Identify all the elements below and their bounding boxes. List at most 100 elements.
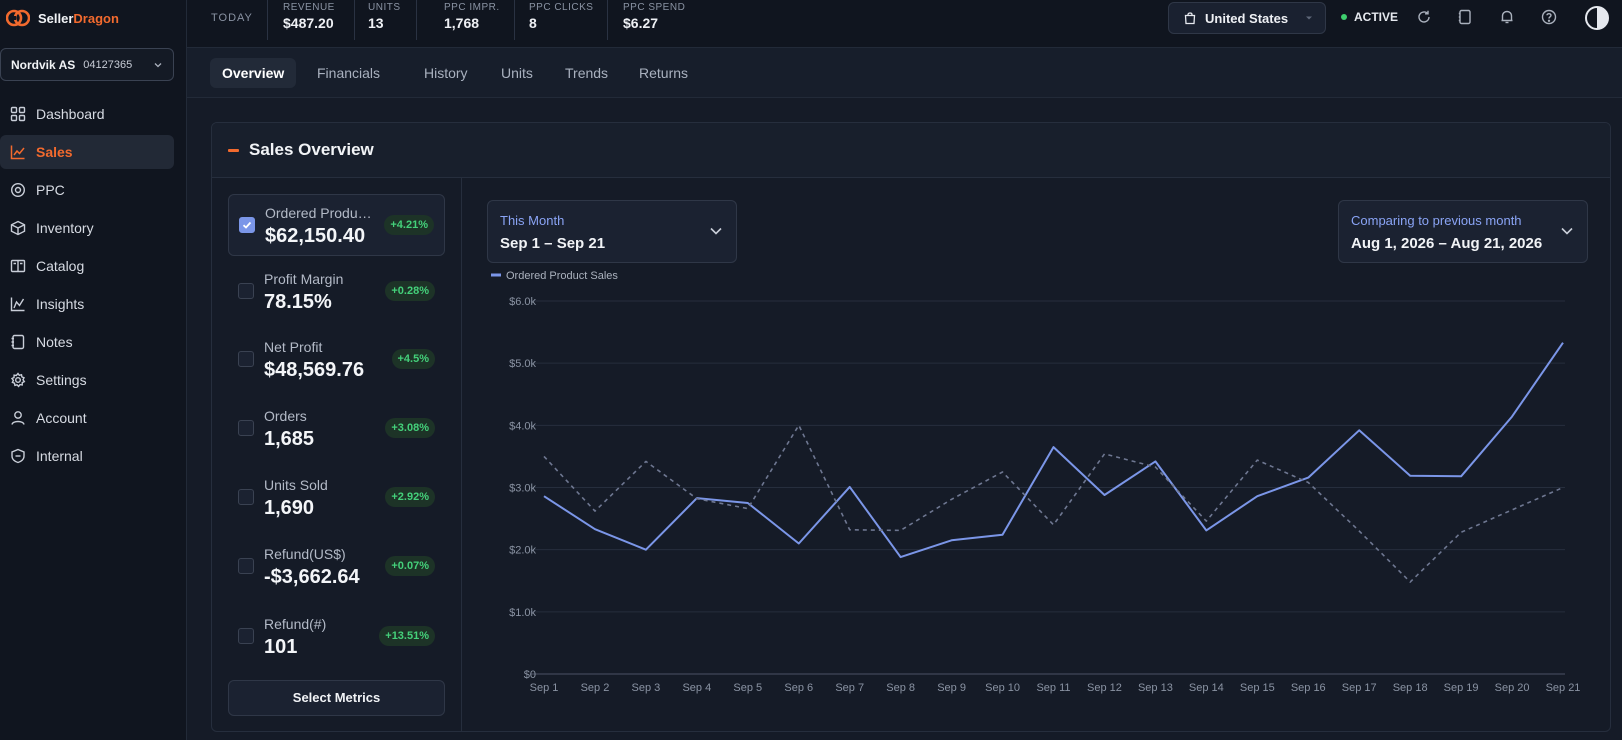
metric-value: 78.15% (264, 291, 332, 313)
sidebar-item-label: Dashboard (36, 106, 105, 122)
metric-checkbox[interactable] (239, 217, 255, 233)
theme-toggle-icon[interactable] (1584, 5, 1610, 31)
stat-value: $6.27 (623, 15, 659, 31)
metric-label: Refund(US$) (264, 546, 346, 562)
tab-bar: Overview Financials History Units Trends… (187, 48, 1622, 98)
sidebar-item-label: Notes (36, 334, 73, 350)
refresh-icon[interactable] (1416, 9, 1432, 25)
metric-checkbox[interactable] (238, 420, 254, 436)
sidebar-item-account[interactable]: Account (0, 401, 174, 435)
app-logo[interactable]: SellerDragon (6, 6, 119, 30)
comparison-range-value: Aug 1, 2026 – Aug 21, 2026 (1351, 235, 1543, 252)
date-range-picker[interactable]: This Month Sep 1 – Sep 21 (487, 200, 737, 263)
metric-net-profit[interactable]: Net Profit $48,569.76 +4.5% (228, 329, 445, 391)
date-range-value: Sep 1 – Sep 21 (500, 235, 606, 252)
tab-units[interactable]: Units (501, 65, 533, 81)
logo-text-accent: Dragon (73, 10, 119, 26)
tab-trends[interactable]: Trends (565, 65, 609, 81)
sidebar-item-catalog[interactable]: Catalog (0, 249, 174, 283)
stat-label: REVENUE (283, 2, 335, 13)
stat-value: 1,768 (444, 15, 480, 31)
comparison-picker[interactable]: Comparing to previous month Aug 1, 2026 … (1338, 200, 1588, 263)
metric-value: $62,150.40 (265, 225, 366, 247)
change-badge: +4.21% (384, 215, 434, 235)
notes-icon (11, 334, 25, 350)
metric-checkbox[interactable] (238, 558, 254, 574)
divider (267, 0, 268, 40)
sidebar-item-settings[interactable]: Settings (0, 363, 174, 397)
metric-profit-margin[interactable]: Profit Margin 78.15% +0.28% (228, 261, 445, 323)
shopping-bag-icon (1184, 12, 1196, 25)
date-period: This Month (500, 213, 565, 228)
metric-label: Refund(#) (264, 616, 327, 632)
sidebar-item-insights[interactable]: Insights (0, 287, 174, 321)
tab-overview[interactable]: Overview (210, 58, 297, 88)
gear-icon (10, 372, 26, 388)
status-text: ACTIVE (1354, 10, 1399, 24)
tab-financials[interactable]: Financials (317, 65, 381, 81)
chevron-down-icon (154, 62, 162, 67)
stat-ppc-spend: PPC SPEND $6.27 (623, 0, 685, 40)
stat-label: PPC IMPR. (444, 2, 500, 13)
stat-value: $487.20 (283, 15, 334, 31)
stat-ppc-impressions: PPC IMPR. 1,768 (444, 0, 500, 40)
stat-value: 13 (368, 15, 384, 31)
sidebar-item-label: Inventory (36, 220, 94, 236)
check-icon (242, 221, 252, 229)
metric-value: 1,685 (264, 428, 315, 450)
help-icon[interactable] (1541, 9, 1557, 25)
metric-label: Ordered Product Sales (265, 205, 377, 221)
card-header[interactable]: Sales Overview (212, 123, 1610, 178)
book-icon (10, 259, 26, 273)
sidebar-nav: Dashboard Sales PPC Inventory Catalog In… (0, 97, 174, 477)
account-selector[interactable]: Nordvik AS 04127365 (0, 48, 174, 81)
metric-label: Orders (264, 408, 307, 424)
metric-refund-count[interactable]: Refund(#) 101 +13.51% (228, 606, 445, 668)
metric-value: 101 (264, 636, 298, 658)
sidebar: SellerDragon Nordvik AS 04127365 Dashboa… (0, 0, 187, 740)
chart-line-icon (10, 145, 25, 160)
tab-history[interactable]: History (424, 65, 468, 81)
sidebar-item-sales[interactable]: Sales (0, 135, 174, 169)
metric-checkbox[interactable] (238, 489, 254, 505)
sidebar-item-label: Insights (36, 296, 85, 312)
country-selector[interactable]: United States (1168, 2, 1326, 34)
sidebar-item-inventory[interactable]: Inventory (0, 211, 174, 245)
tab-returns[interactable]: Returns (639, 65, 689, 81)
select-metrics-button[interactable]: Select Metrics (228, 680, 445, 716)
sidebar-item-notes[interactable]: Notes (0, 325, 174, 359)
chevron-down-icon (1306, 16, 1312, 20)
document-icon[interactable] (1457, 9, 1473, 25)
sidebar-item-dashboard[interactable]: Dashboard (0, 97, 174, 131)
metric-orders[interactable]: Orders 1,685 +3.08% (228, 398, 445, 460)
metric-units-sold[interactable]: Units Sold 1,690 +2.92% (228, 467, 445, 529)
box-icon (10, 220, 26, 236)
bell-icon[interactable] (1499, 9, 1515, 25)
grid-icon (10, 106, 26, 122)
metric-value: $48,569.76 (264, 359, 365, 381)
status-dot (1341, 14, 1347, 20)
sidebar-item-label: Internal (36, 448, 83, 464)
user-icon (11, 411, 25, 425)
metric-ordered-product-sales[interactable]: Ordered Product Sales $62,150.40 +4.21% (228, 194, 445, 256)
card-title: Sales Overview (249, 140, 374, 159)
stat-value: 8 (529, 15, 537, 31)
metric-checkbox[interactable] (238, 351, 254, 367)
divider (416, 0, 417, 40)
status-indicator: ACTIVE (1341, 10, 1398, 24)
metric-refund-usd[interactable]: Refund(US$) -$3,662.64 +0.07% (228, 536, 445, 598)
change-badge: +0.28% (385, 281, 435, 301)
chevron-down-icon (710, 227, 722, 235)
shield-icon (11, 448, 25, 464)
change-badge: +2.92% (385, 487, 435, 507)
metric-checkbox[interactable] (238, 283, 254, 299)
metric-label: Net Profit (264, 339, 323, 355)
account-name: Nordvik AS (11, 57, 76, 72)
sidebar-item-ppc[interactable]: PPC (0, 173, 174, 207)
metric-checkbox[interactable] (238, 628, 254, 644)
change-badge: +4.5% (391, 349, 435, 369)
metric-label: Units Sold (264, 477, 328, 493)
sidebar-item-internal[interactable]: Internal (0, 439, 174, 473)
stat-revenue: REVENUE $487.20 (283, 0, 335, 40)
country-name: United States (1205, 10, 1289, 26)
